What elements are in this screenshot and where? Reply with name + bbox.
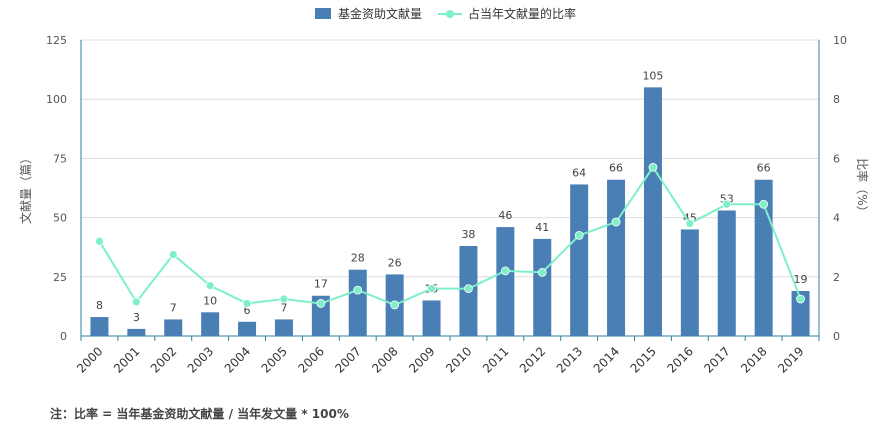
x-tick-label: 2018 (738, 344, 769, 375)
bar (791, 291, 810, 336)
legend-line-label: 占当年文献量的比率 (468, 6, 576, 21)
bar (422, 300, 441, 336)
bar (201, 312, 220, 336)
ratio-point (500, 266, 510, 276)
x-tick-label: 2014 (591, 344, 622, 375)
bar (164, 319, 183, 336)
x-tick-label: 2005 (259, 344, 290, 375)
ratio-point (759, 199, 769, 209)
ratio-point (205, 281, 215, 291)
ratio-line (98, 165, 802, 307)
legend-bar-swatch (315, 8, 331, 19)
bar (570, 184, 589, 336)
x-tick-label: 2001 (111, 344, 142, 375)
bar-value-label: 105 (642, 69, 663, 82)
bar (680, 229, 699, 336)
x-tick-label: 2000 (74, 344, 105, 375)
x-tick-label: 2017 (701, 344, 732, 375)
legend-line-marker (446, 10, 454, 18)
x-tick-label: 2012 (517, 344, 548, 375)
legend-bar-label: 基金资助文献量 (338, 6, 422, 21)
bar (643, 87, 662, 336)
bar (90, 317, 109, 336)
x-tick-label: 2015 (628, 344, 659, 375)
bar-value-label: 7 (280, 301, 287, 314)
x-tick-label: 2003 (185, 344, 216, 375)
y-tick-label: 25 (53, 271, 67, 284)
x-tick-label: 2007 (332, 344, 363, 375)
x-tick-label: 2002 (148, 344, 179, 375)
footnote: 注：比率 = 当年基金资助文献量 / 当年发文量 * 100% (50, 407, 349, 421)
ratio-point (464, 284, 473, 294)
y-tick-label: 0 (60, 330, 67, 343)
bar-value-label: 46 (498, 209, 512, 222)
y2-tick-label: 2 (833, 271, 840, 284)
ratio-point (722, 199, 732, 209)
bar (754, 179, 773, 336)
bar (496, 227, 515, 336)
x-tick-label: 2004 (222, 344, 253, 375)
ratio-point (279, 294, 289, 304)
ratio-point (353, 285, 363, 295)
y-tick-label: 75 (53, 152, 67, 165)
ratio-point (611, 217, 621, 227)
x-tick-label: 2006 (295, 344, 326, 375)
bar-value-label: 66 (757, 162, 771, 175)
x-tick-label: 2013 (554, 344, 585, 375)
ratio-point (427, 284, 436, 294)
ratio-point (131, 297, 141, 307)
x-tick-label: 2008 (369, 344, 400, 375)
x-tick-label: 2016 (664, 344, 695, 375)
y-tick-label: 50 (53, 212, 67, 225)
y2-axis-title: 比率（%） (855, 158, 870, 217)
bar-value-label: 66 (609, 162, 623, 175)
bar-value-label: 17 (314, 278, 328, 291)
bar-value-label: 28 (351, 252, 365, 265)
ratio-point (796, 294, 805, 304)
bar-value-label: 10 (203, 294, 217, 307)
bar-value-label: 38 (461, 228, 475, 241)
y-tick-label: 125 (46, 34, 67, 47)
bar-value-label: 6 (244, 304, 251, 317)
bar-value-label: 64 (572, 166, 586, 179)
bar (238, 321, 257, 336)
bar (127, 328, 146, 336)
bar (607, 179, 626, 336)
bar-value-label: 3 (133, 311, 140, 324)
bar (533, 238, 552, 336)
ratio-point (242, 299, 252, 308)
bar (311, 295, 330, 336)
ratio-point (95, 236, 104, 246)
x-tick-label: 2011 (480, 344, 511, 375)
y2-tick-label: 6 (833, 152, 840, 165)
ratio-point (648, 162, 658, 172)
y-axis-title: 文献量（篇） (18, 152, 33, 224)
y2-tick-label: 4 (833, 212, 840, 225)
bar-value-label: 26 (388, 256, 402, 269)
x-tick-label: 2010 (443, 344, 474, 375)
bar-value-label: 7 (170, 301, 177, 314)
ratio-point (168, 250, 178, 260)
bar (717, 210, 736, 336)
bar-value-label: 41 (535, 221, 549, 234)
y2-tick-label: 10 (833, 34, 847, 47)
ratio-point (316, 299, 326, 308)
x-tick-label: 2009 (406, 344, 437, 375)
ratio-point (390, 300, 400, 310)
ratio-point (685, 219, 695, 228)
bar (348, 269, 367, 336)
ratio-point (537, 267, 547, 277)
y2-tick-label: 0 (833, 330, 840, 343)
x-tick-label: 2019 (775, 344, 806, 375)
y-tick-label: 100 (46, 93, 67, 106)
y2-tick-label: 8 (833, 93, 840, 106)
bar-value-label: 19 (794, 273, 808, 286)
ratio-point (574, 230, 584, 240)
bar-value-label: 8 (96, 299, 103, 312)
bar (274, 319, 293, 336)
